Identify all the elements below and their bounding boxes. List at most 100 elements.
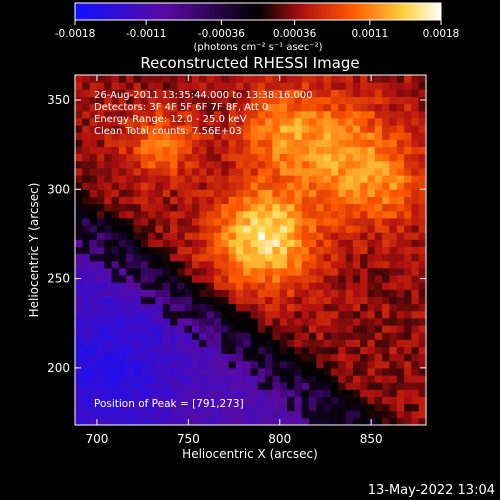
heatmap-cell xyxy=(352,346,361,355)
heatmap-cell xyxy=(206,153,215,162)
heatmap-cell xyxy=(235,275,244,283)
heatmap-cell xyxy=(345,189,354,197)
heatmap-cell xyxy=(279,125,288,133)
heatmap-cell xyxy=(272,153,281,162)
heatmap-cell xyxy=(338,310,347,319)
heatmap-cell xyxy=(140,232,149,240)
heatmap-cell xyxy=(418,75,426,83)
heatmap-cell xyxy=(192,182,200,190)
heatmap-cell xyxy=(221,175,230,183)
heatmap-cell xyxy=(404,382,412,390)
annotation-line: Clean Total counts: 7.56E+03 xyxy=(94,126,242,137)
heatmap-cell xyxy=(345,110,354,119)
heatmap-cell xyxy=(382,89,390,97)
heatmap-cell xyxy=(316,303,325,312)
heatmap-cell xyxy=(111,317,120,326)
heatmap-cell xyxy=(404,403,412,412)
heatmap-cell xyxy=(133,146,142,155)
heatmap-cell xyxy=(140,367,149,376)
heatmap-cell xyxy=(396,246,405,255)
heatmap-cell xyxy=(104,332,113,340)
heatmap-cell xyxy=(396,332,405,340)
heatmap-cell xyxy=(184,160,193,169)
heatmap-cell xyxy=(389,96,398,105)
heatmap-cell xyxy=(75,267,83,276)
heatmap-cell xyxy=(118,96,127,105)
heatmap-cell xyxy=(235,125,244,133)
heatmap-cell xyxy=(133,217,142,226)
heatmap-cell xyxy=(309,96,317,105)
heatmap-cell xyxy=(360,289,369,297)
heatmap-cell xyxy=(257,260,266,269)
heatmap-cell xyxy=(323,189,332,197)
heatmap-cell xyxy=(265,289,273,297)
heatmap-cell xyxy=(294,410,303,419)
heatmap-cell xyxy=(316,132,325,140)
heatmap-cell xyxy=(411,332,420,340)
heatmap-cell xyxy=(170,325,178,333)
heatmap-cell xyxy=(82,275,91,283)
heatmap-cell xyxy=(323,239,332,247)
heatmap-cell xyxy=(411,310,420,319)
heatmap-cell xyxy=(228,110,237,119)
heatmap-cell xyxy=(104,246,113,255)
heatmap-cell xyxy=(89,96,98,105)
heatmap-cell xyxy=(228,367,237,376)
heatmap-cell xyxy=(360,196,369,205)
heatmap-cell xyxy=(111,367,120,376)
heatmap-cell xyxy=(177,139,186,147)
heatmap-cell xyxy=(162,396,171,405)
heatmap-cell xyxy=(89,246,98,255)
heatmap-cell xyxy=(338,239,347,247)
heatmap-cell xyxy=(235,217,244,226)
heatmap-cell xyxy=(330,117,339,126)
heatmap-cell xyxy=(192,110,200,119)
heatmap-cell xyxy=(184,217,193,226)
heatmap-cell xyxy=(213,110,222,119)
heatmap-cell xyxy=(126,267,135,276)
heatmap-cell xyxy=(287,75,295,83)
heatmap-cell xyxy=(360,75,369,83)
heatmap-cell xyxy=(118,382,127,390)
heatmap-cell xyxy=(418,160,426,169)
heatmap-cell xyxy=(243,303,252,312)
heatmap-cell xyxy=(243,332,252,340)
heatmap-cell xyxy=(96,375,105,383)
heatmap-cell xyxy=(148,189,156,197)
heatmap-cell xyxy=(140,253,149,262)
heatmap-cell xyxy=(177,382,186,390)
heatmap-cell xyxy=(382,132,390,140)
heatmap-cell xyxy=(140,96,149,105)
heatmap-cell xyxy=(360,417,369,425)
heatmap-cell xyxy=(330,210,339,219)
heatmap-cell xyxy=(345,125,354,133)
heatmap-cell xyxy=(177,167,186,176)
heatmap-cell xyxy=(221,103,230,112)
heatmap-cell xyxy=(148,210,156,219)
heatmap-cell xyxy=(104,82,113,90)
heatmap-cell xyxy=(323,89,332,97)
heatmap-cell xyxy=(418,360,426,369)
heatmap-cell xyxy=(309,417,317,425)
heatmap-cell xyxy=(118,139,127,147)
heatmap-cell xyxy=(82,282,91,290)
heatmap-cell xyxy=(360,110,369,119)
heatmap-cell xyxy=(199,182,208,190)
heatmap-cell xyxy=(89,317,98,326)
heatmap-cell xyxy=(374,139,383,147)
heatmap-cell xyxy=(338,210,347,219)
heatmap-cell xyxy=(206,89,215,97)
heatmap-cell xyxy=(177,303,186,312)
heatmap-cell xyxy=(309,203,317,212)
heatmap-cell xyxy=(89,117,98,126)
heatmap-cell xyxy=(360,246,369,255)
heatmap-cell xyxy=(221,389,230,397)
heatmap-cell xyxy=(352,132,361,140)
heatmap-cell xyxy=(133,232,142,240)
heatmap-cell xyxy=(192,310,200,319)
heatmap-cell xyxy=(301,282,310,290)
heatmap-cell xyxy=(309,146,317,155)
heatmap-cell xyxy=(352,125,361,133)
heatmap-cell xyxy=(265,296,273,305)
heatmap-cell xyxy=(411,82,420,90)
